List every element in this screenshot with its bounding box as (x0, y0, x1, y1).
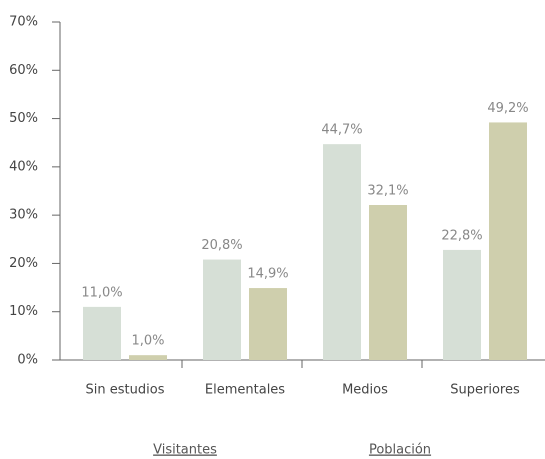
bar (83, 306, 121, 360)
bar (129, 355, 167, 360)
value-label: 22,8% (441, 228, 482, 243)
bar (249, 288, 287, 360)
value-label: 44,7% (321, 123, 362, 138)
bar (203, 259, 241, 360)
x-tick-label: Sin estudios (86, 383, 165, 398)
x-tick-label: Elementales (205, 383, 285, 398)
value-label: 32,1% (367, 184, 408, 199)
x-tick-label: Medios (342, 383, 388, 398)
y-tick-label: 10% (9, 304, 38, 319)
legend-label: Población (369, 443, 431, 458)
bar (443, 249, 481, 360)
value-label: 1,0% (131, 334, 164, 349)
y-tick-label: 40% (9, 159, 38, 174)
y-tick-label: 0% (17, 353, 38, 368)
y-tick-label: 20% (9, 256, 38, 271)
value-label: 49,2% (487, 101, 528, 116)
bar (323, 144, 361, 360)
legend-label: Visitantes (153, 443, 217, 458)
y-tick-label: 30% (9, 208, 38, 223)
bar (489, 122, 527, 360)
value-label: 14,9% (247, 267, 288, 282)
x-tick-label: Superiores (450, 383, 520, 398)
y-tick-label: 60% (9, 63, 38, 78)
value-label: 20,8% (201, 238, 242, 253)
y-tick-label: 70% (9, 15, 38, 30)
value-label: 11,0% (81, 285, 122, 300)
y-tick-label: 50% (9, 111, 38, 126)
bar (369, 205, 407, 360)
